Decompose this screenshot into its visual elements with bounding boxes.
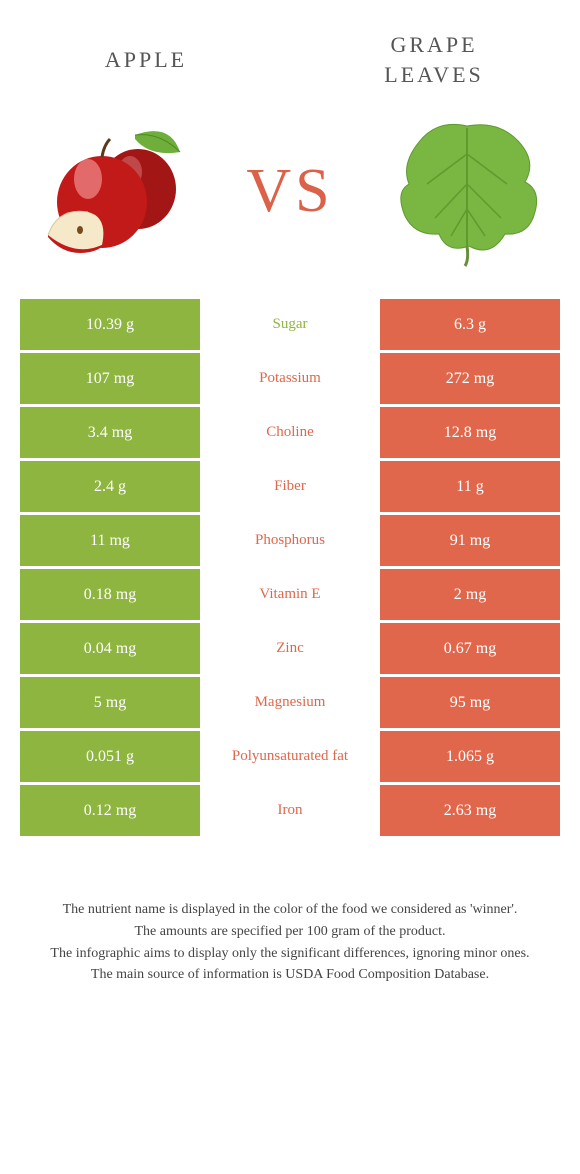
table-row: 0.04 mgZinc0.67 mg xyxy=(20,623,560,677)
vs-row: VS xyxy=(20,114,560,299)
nutrient-name: Zinc xyxy=(200,623,380,674)
value-right: 6.3 g xyxy=(380,299,560,350)
nutrient-name: Fiber xyxy=(200,461,380,512)
value-left: 10.39 g xyxy=(20,299,200,350)
value-right: 0.67 mg xyxy=(380,623,560,674)
value-left: 107 mg xyxy=(20,353,200,404)
table-row: 11 mgPhosphorus91 mg xyxy=(20,515,560,569)
value-right: 11 g xyxy=(380,461,560,512)
value-left: 0.04 mg xyxy=(20,623,200,674)
value-left: 0.12 mg xyxy=(20,785,200,836)
nutrient-name: Choline xyxy=(200,407,380,458)
value-left: 3.4 mg xyxy=(20,407,200,458)
value-right: 1.065 g xyxy=(380,731,560,782)
nutrient-name: Sugar xyxy=(200,299,380,350)
value-left: 2.4 g xyxy=(20,461,200,512)
value-left: 0.18 mg xyxy=(20,569,200,620)
value-right: 12.8 mg xyxy=(380,407,560,458)
value-right: 272 mg xyxy=(380,353,560,404)
value-right: 95 mg xyxy=(380,677,560,728)
table-row: 3.4 mgCholine12.8 mg xyxy=(20,407,560,461)
table-row: 0.18 mgVitamin E2 mg xyxy=(20,569,560,623)
footnote-line: The infographic aims to display only the… xyxy=(40,943,540,965)
value-left: 5 mg xyxy=(20,677,200,728)
nutrient-name: Phosphorus xyxy=(200,515,380,566)
vs-label: VS xyxy=(246,156,333,227)
value-right: 2 mg xyxy=(380,569,560,620)
table-row: 2.4 gFiber11 g xyxy=(20,461,560,515)
nutrient-name: Polyunsaturated fat xyxy=(200,731,380,782)
apple-image xyxy=(30,114,195,269)
nutrient-name: Vitamin E xyxy=(200,569,380,620)
food-title-right: Grape leaves xyxy=(338,30,530,89)
table-row: 0.12 mgIron2.63 mg xyxy=(20,785,560,839)
value-right: 2.63 mg xyxy=(380,785,560,836)
footnote: The nutrient name is displayed in the co… xyxy=(20,899,560,986)
value-right: 91 mg xyxy=(380,515,560,566)
table-row: 5 mgMagnesium95 mg xyxy=(20,677,560,731)
nutrient-name: Potassium xyxy=(200,353,380,404)
value-left: 11 mg xyxy=(20,515,200,566)
value-left: 0.051 g xyxy=(20,731,200,782)
nutrient-table: 10.39 gSugar6.3 g107 mgPotassium272 mg3.… xyxy=(20,299,560,839)
header: Apple Grape leaves xyxy=(20,20,560,114)
footnote-line: The main source of information is USDA F… xyxy=(40,964,540,986)
food-title-left: Apple xyxy=(50,45,242,75)
table-row: 107 mgPotassium272 mg xyxy=(20,353,560,407)
table-row: 0.051 gPolyunsaturated fat1.065 g xyxy=(20,731,560,785)
footnote-line: The amounts are specified per 100 gram o… xyxy=(40,921,540,943)
table-row: 10.39 gSugar6.3 g xyxy=(20,299,560,353)
nutrient-name: Iron xyxy=(200,785,380,836)
grape-leaf-image xyxy=(385,114,550,269)
nutrient-name: Magnesium xyxy=(200,677,380,728)
footnote-line: The nutrient name is displayed in the co… xyxy=(40,899,540,921)
